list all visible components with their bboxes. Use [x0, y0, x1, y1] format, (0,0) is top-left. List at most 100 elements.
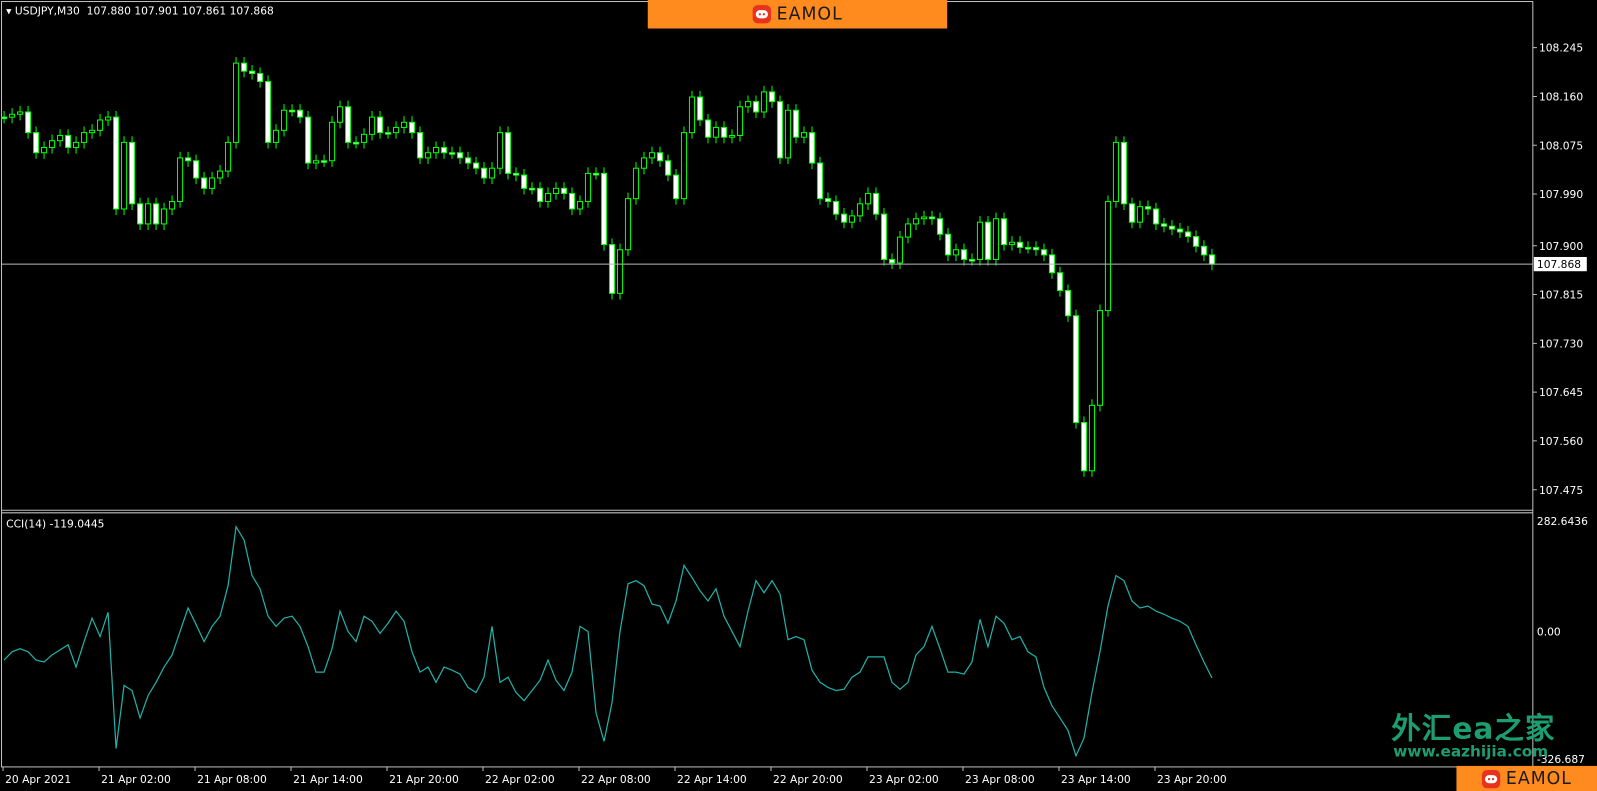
bear-candle-body [472, 162, 480, 169]
bear-candle-body [1168, 225, 1176, 230]
bull-candle-body [224, 141, 232, 172]
candle [65, 129, 72, 154]
bear-candle-body [113, 116, 120, 210]
candle [896, 231, 904, 270]
candle [264, 75, 272, 149]
candle [185, 151, 192, 167]
bear-candle-body [1016, 241, 1024, 248]
candle [672, 168, 680, 205]
bear-candle-body [248, 70, 256, 74]
bull-candle-body [864, 192, 872, 205]
bull-candle-body [624, 198, 632, 251]
candle [904, 217, 912, 244]
candle [352, 136, 360, 149]
bull-candle-body [97, 119, 104, 131]
candle [928, 210, 936, 225]
candle [360, 128, 368, 149]
cci-layer [3, 524, 1213, 758]
bear-candle-body [416, 132, 424, 159]
candle [912, 212, 920, 231]
bull-candle-body [400, 121, 408, 128]
bull-candle-body [680, 132, 688, 200]
bear-candle-body [320, 160, 328, 163]
candle [1208, 248, 1216, 271]
candle [792, 104, 800, 144]
candle [840, 208, 848, 229]
candle [920, 210, 928, 225]
dropdown-arrow-icon[interactable]: ▾ [6, 5, 15, 18]
current-price-label: 107.868 [1537, 258, 1581, 271]
watermark-url: www.eazhijia.com [1393, 742, 1549, 761]
eamol-banner-top[interactable]: EAMOL [647, 0, 948, 29]
time-axis-label: 22 Apr 08:00 [581, 773, 651, 786]
candle [944, 228, 952, 262]
bull-candle-body [616, 249, 624, 294]
candle [408, 116, 416, 139]
candle [1040, 243, 1048, 262]
bull-candle-body [488, 167, 496, 179]
candle [1128, 197, 1136, 229]
bull-candle-body [976, 221, 984, 261]
time-axis-label: 21 Apr 08:00 [197, 773, 267, 786]
bull-candle-body [736, 106, 744, 137]
bull-candle-body [952, 249, 960, 256]
bull-candle-body [49, 140, 56, 149]
bear-candle-body [1064, 289, 1072, 317]
bear-candle-body [720, 126, 728, 138]
bear-candle-body [1040, 249, 1048, 256]
candle [1168, 220, 1176, 236]
bear-candle-body [192, 160, 200, 179]
candle [968, 253, 976, 266]
candle [824, 192, 832, 208]
bull-candle-body [1008, 241, 1016, 246]
time-axis-label: 21 Apr 20:00 [389, 773, 459, 786]
chart-border [1, 1, 1534, 768]
cci-axis-label: 282.6436 [1537, 515, 1588, 528]
candle [1056, 266, 1064, 297]
candle [73, 136, 80, 154]
bull-candle-body [544, 192, 552, 203]
time-axis-label: 21 Apr 02:00 [101, 773, 171, 786]
chart-header[interactable]: ▾ USDJPY,M30 107.880 107.901 107.861 107… [6, 5, 274, 17]
bear-candle-body [504, 132, 512, 174]
candle [49, 134, 56, 154]
bull-candle-body [232, 62, 240, 143]
candle [864, 187, 872, 210]
candle [448, 146, 456, 159]
bull-candle-body [728, 134, 736, 138]
candle [392, 121, 400, 139]
price-axis-label: 107.730 [1539, 337, 1583, 350]
candle [1112, 136, 1120, 208]
candle [528, 182, 536, 195]
eamol-banner-bottom[interactable]: EAMOL [1456, 765, 1597, 791]
bull-candle-body [584, 172, 592, 203]
candle [616, 243, 624, 300]
bear-candle-body [984, 221, 992, 261]
bear-candle-body [1, 116, 8, 120]
bear-candle-body [776, 101, 784, 159]
bull-candle-body [1096, 310, 1104, 406]
candle [416, 126, 424, 164]
candle [464, 151, 472, 170]
candle [504, 126, 512, 180]
candle [664, 154, 672, 182]
bear-candle-body [560, 187, 568, 194]
bear-candle-body [153, 203, 160, 225]
candle [808, 126, 816, 170]
candle [304, 111, 312, 170]
bear-candle-body [520, 174, 528, 189]
candle [632, 162, 640, 205]
bear-candle-body [1056, 272, 1064, 292]
candle [288, 104, 296, 117]
candle [984, 216, 992, 266]
bear-candle-body [592, 172, 600, 176]
bear-candle-body [288, 109, 296, 113]
bull-candle-body [368, 116, 376, 135]
time-axis-label: 20 Apr 2021 [5, 773, 71, 786]
candle [712, 121, 720, 144]
candle [512, 167, 520, 182]
candle [336, 100, 344, 129]
bull-candle-body [216, 170, 224, 179]
price-axis-label: 107.475 [1539, 484, 1583, 497]
